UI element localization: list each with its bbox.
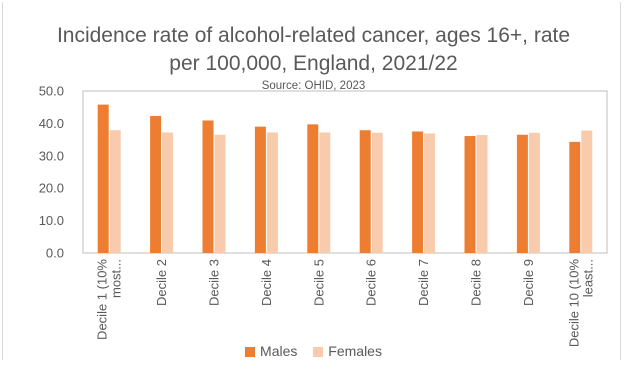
x-tick-label-line: Decile 7 <box>416 259 431 306</box>
bar-females-10 <box>581 130 593 253</box>
bar-females-4 <box>266 132 278 253</box>
bar-females-5 <box>319 132 331 253</box>
chart-legend: Males Females <box>0 343 627 359</box>
x-tick-label-3: Decile 3 <box>207 259 222 306</box>
x-tick-label-6: Decile 6 <box>364 259 379 306</box>
bar-females-2 <box>162 132 174 253</box>
bar-females-6 <box>371 132 383 253</box>
chart-frame <box>2 2 621 360</box>
y-tick-label: 20.0 <box>39 181 64 196</box>
y-tick-label: 0.0 <box>46 246 64 261</box>
x-tick-label-line: Decile 9 <box>521 259 536 306</box>
bar-males-5 <box>307 124 319 253</box>
x-tick-label-10: Decile 10 (10% least... <box>566 259 595 348</box>
bar-males-2 <box>150 115 162 253</box>
x-tick-label-line: Decile 10 (10% <box>566 259 581 348</box>
plot-area-border <box>82 90 608 254</box>
x-tick-label-4: Decile 4 <box>259 259 274 306</box>
x-tick-label-1: Decile 1 (10% most... <box>95 259 124 340</box>
x-tick-label-line: Decile 6 <box>364 259 379 306</box>
bar-females-8 <box>476 135 488 253</box>
legend-item-females: Females <box>313 343 382 359</box>
bar-males-10 <box>569 141 581 253</box>
chart-subtitle: Source: OHID, 2023 <box>261 80 366 92</box>
legend-label-males: Males <box>260 343 298 359</box>
y-tick-label: 30.0 <box>39 148 64 163</box>
x-tick-label-line: most... <box>109 259 124 298</box>
legend-label-females: Females <box>328 343 382 359</box>
x-tick-label-line: Decile 5 <box>311 259 326 306</box>
legend-swatch-males <box>245 347 256 357</box>
chart-title-line-1: Incidence rate of alcohol-related cancer… <box>56 24 571 47</box>
bar-females-9 <box>528 132 540 253</box>
x-tick-label-line: Decile 2 <box>154 259 169 306</box>
x-tick-label-5: Decile 5 <box>311 259 326 306</box>
bar-males-3 <box>202 120 214 253</box>
x-tick-label-9: Decile 9 <box>521 259 536 306</box>
x-tick-label-line: least... <box>580 259 595 297</box>
bar-females-1 <box>109 130 121 253</box>
bar-males-7 <box>412 131 424 253</box>
x-tick-label-8: Decile 8 <box>469 259 484 306</box>
x-tick-label-line: Decile 3 <box>207 259 222 306</box>
legend-swatch-females <box>313 347 324 357</box>
x-tick-label-2: Decile 2 <box>154 259 169 306</box>
y-tick-label: 40.0 <box>39 116 64 131</box>
bar-males-6 <box>359 130 371 253</box>
x-tick-label-line: Decile 4 <box>259 259 274 306</box>
chart-title-line-2: per 100,000, England, 2021/22 <box>169 52 458 75</box>
legend-item-males: Males <box>245 343 297 359</box>
x-tick-label-line: Decile 8 <box>469 259 484 306</box>
bar-females-7 <box>424 133 436 253</box>
y-tick-label: 50.0 <box>39 84 64 99</box>
x-tick-label-line: Decile 1 (10% <box>95 259 110 340</box>
bar-males-1 <box>97 104 109 253</box>
x-tick-label-7: Decile 7 <box>416 259 431 306</box>
chart-title: Incidence rate of alcohol-related cancer… <box>0 22 627 78</box>
bar-males-8 <box>464 136 476 253</box>
y-tick-label: 10.0 <box>39 213 64 228</box>
bar-males-4 <box>254 126 266 253</box>
bar-females-3 <box>214 134 226 253</box>
bar-males-9 <box>516 134 528 253</box>
